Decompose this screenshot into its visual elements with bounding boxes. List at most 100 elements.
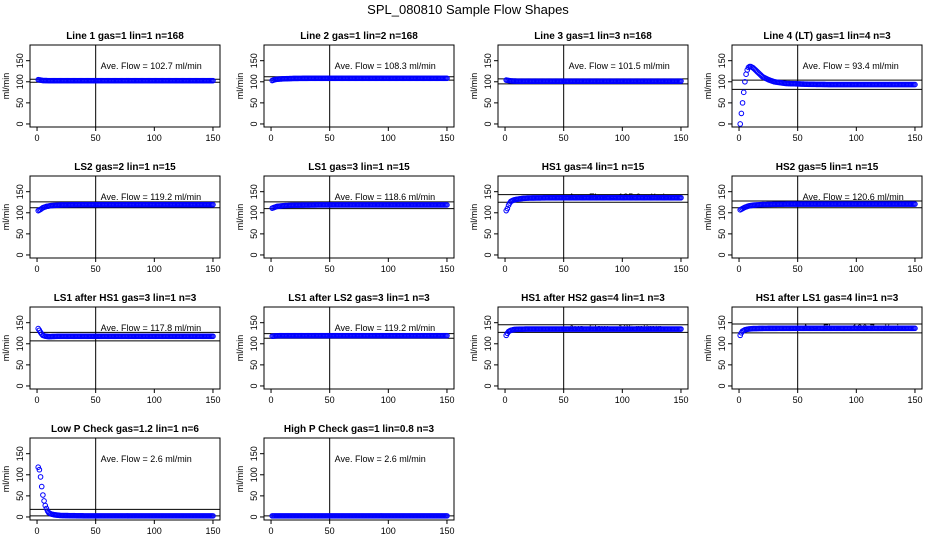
ave-flow-annotation: Ave. Flow = 2.6 ml/min (101, 454, 192, 464)
x-tick-label: 100 (147, 133, 162, 143)
y-tick-label: 100 (717, 74, 727, 89)
ave-flow-annotation: Ave. Flow = 2.6 ml/min (335, 454, 426, 464)
ave-flow-annotation: Ave. Flow = 119.2 ml/min (101, 192, 201, 202)
y-tick-label: 0 (717, 121, 727, 126)
y-tick-label: 150 (717, 315, 727, 330)
data-point (40, 492, 46, 498)
panel-1: Line 1 gas=1 lin=1 n=168 0 50 100 150 0 50 100 1… (1, 31, 221, 143)
y-axis-label: ml/min (703, 73, 713, 100)
y-tick-label: 50 (717, 360, 727, 370)
ave-flow-annotation: Ave. Flow = 93.4 ml/min (803, 61, 899, 71)
y-tick-label: 50 (249, 491, 259, 501)
y-tick-label: 100 (249, 336, 259, 351)
y-tick-label: 150 (15, 184, 25, 199)
y-tick-label: 0 (483, 121, 493, 126)
panel-9: LS1 after HS1 gas=3 lin=1 n=3 0 50 100 150 0 5… (1, 293, 221, 405)
y-tick-label: 0 (15, 121, 25, 126)
x-tick-label: 50 (325, 264, 335, 274)
x-tick-label: 50 (325, 395, 335, 405)
y-axis-label: ml/min (1, 335, 11, 362)
y-tick-label: 50 (483, 98, 493, 108)
data-point (444, 202, 450, 208)
data-point (444, 75, 450, 82)
data-point (37, 474, 44, 480)
panel-3: Line 3 gas=1 lin=3 n=168 0 50 100 150 0 50 100 1… (469, 31, 689, 143)
x-tick-label: 150 (673, 264, 688, 274)
x-tick-label: 100 (381, 395, 396, 405)
y-tick-label: 100 (15, 205, 25, 220)
data-point (42, 502, 49, 509)
panel-13: Low P Check gas=1.2 lin=1 n=6 0 50 100 150 0 5… (1, 424, 221, 536)
panel-11: HS1 after HS2 gas=4 lin=1 n=3 0 50 100 150 0 5… (469, 293, 689, 405)
y-tick-label: 100 (249, 205, 259, 220)
y-tick-label: 150 (717, 184, 727, 199)
x-tick-label: 150 (205, 526, 220, 536)
x-tick-label: 100 (381, 264, 396, 274)
data-point (210, 333, 216, 340)
panel-title: Line 1 gas=1 lin=1 n=168 (66, 31, 184, 42)
x-tick-label: 150 (439, 395, 454, 405)
figure-title: SPL_080810 Sample Flow Shapes (367, 2, 569, 17)
x-tick-label: 50 (325, 526, 335, 536)
y-tick-label: 100 (483, 205, 493, 220)
y-tick-label: 50 (15, 491, 25, 501)
plot-frame (263, 437, 455, 521)
y-tick-label: 0 (483, 252, 493, 257)
data-point (742, 78, 748, 85)
y-axis-label: ml/min (703, 335, 713, 362)
x-tick-label: 50 (91, 133, 101, 143)
x-tick-label: 50 (91, 395, 101, 405)
x-tick-label: 0 (737, 264, 742, 274)
y-tick-label: 150 (249, 184, 259, 199)
y-tick-label: 100 (15, 336, 25, 351)
x-tick-label: 0 (269, 526, 274, 536)
x-tick-label: 0 (35, 395, 40, 405)
y-axis-label: ml/min (703, 204, 713, 231)
x-tick-label: 0 (35, 526, 40, 536)
panel-title: HS2 gas=5 lin=1 n=15 (776, 162, 879, 173)
y-tick-label: 50 (249, 229, 259, 239)
ave-flow-annotation: Ave. Flow = 119.2 ml/min (335, 323, 435, 333)
y-axis-label: ml/min (1, 204, 11, 231)
x-tick-label: 0 (737, 395, 742, 405)
y-tick-label: 0 (249, 252, 259, 257)
data-point (737, 121, 744, 127)
plot-frame (29, 437, 221, 521)
panel-2: Line 2 gas=1 lin=2 n=168 0 50 100 150 0 50 100 1… (235, 31, 455, 143)
y-tick-label: 150 (249, 315, 259, 330)
plot-frame (263, 44, 455, 128)
y-tick-label: 0 (249, 514, 259, 519)
plot-frame (29, 44, 221, 128)
ave-flow-annotation: Ave. Flow = 101.5 ml/min (569, 61, 670, 71)
data-point (504, 205, 511, 212)
y-tick-label: 0 (15, 252, 25, 257)
plot-frame (29, 175, 221, 259)
x-tick-label: 100 (381, 133, 396, 143)
y-axis-label: ml/min (235, 204, 245, 231)
panel-14: High P Check gas=1 lin=0.8 n=3 0 50 100 150 0… (235, 424, 455, 536)
data-point (444, 332, 450, 339)
x-tick-label: 0 (269, 395, 274, 405)
x-tick-label: 100 (147, 395, 162, 405)
data-point (739, 100, 746, 106)
x-tick-label: 0 (35, 133, 40, 143)
data-point (678, 78, 684, 84)
ave-flow-annotation: Ave. Flow = 108.3 ml/min (335, 61, 436, 71)
plot-frame (497, 306, 689, 390)
y-tick-label: 50 (249, 360, 259, 370)
panel-7: HS1 gas=4 lin=1 n=15 0 50 100 150 0 50 100 150 ml… (469, 162, 689, 274)
y-tick-label: 50 (15, 229, 25, 239)
data-point (678, 194, 684, 201)
y-tick-label: 50 (15, 98, 25, 108)
y-tick-label: 50 (483, 360, 493, 370)
y-tick-label: 150 (483, 184, 493, 199)
x-tick-label: 150 (907, 395, 922, 405)
panel-title: Line 2 gas=1 lin=2 n=168 (300, 31, 418, 42)
x-tick-label: 0 (269, 133, 274, 143)
y-tick-label: 100 (15, 467, 25, 482)
plot-frame (731, 306, 923, 390)
x-tick-label: 0 (35, 264, 40, 274)
x-tick-label: 50 (91, 526, 101, 536)
data-point (444, 513, 450, 519)
